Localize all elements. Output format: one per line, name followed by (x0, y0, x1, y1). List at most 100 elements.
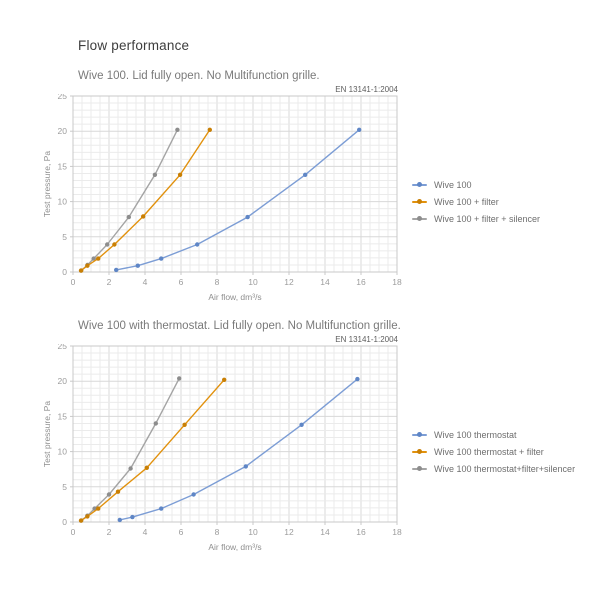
series-marker (130, 514, 135, 520)
plot-svg: 0 2 4 6 8 10 12 14 16 18 0 5 10 15 20 25 Air flow, dm³/s… (42, 94, 402, 302)
legend-label: Wive 100 thermostat+filter+silencer (434, 463, 576, 474)
y-tick-label: 25 (58, 344, 68, 351)
legend-item: Wive 100 + filter + silencer (412, 210, 540, 227)
chart-subtitle: Wive 100 with thermostat. Lid fully open… (78, 320, 401, 332)
series-marker (299, 422, 304, 427)
standard-label: EN 13141-1:2004 (335, 335, 398, 344)
series-marker (85, 514, 90, 519)
legend-dot-icon (417, 449, 422, 454)
series-marker (207, 127, 212, 132)
plot-border (72, 95, 398, 273)
x-tick-label: 12 (284, 277, 294, 287)
series-marker (115, 489, 121, 494)
legend: Wive 100 thermostat Wive 100 thermostat +… (412, 426, 575, 477)
y-tick-label: 0 (62, 517, 67, 527)
series-marker (355, 376, 360, 382)
series-marker (195, 242, 200, 247)
series-marker (175, 127, 180, 132)
standard-label: EN 13141-1:2004 (335, 85, 398, 94)
series-marker (128, 466, 133, 471)
x-tick-label: 8 (215, 527, 220, 537)
plot-svg: 0 2 4 6 8 10 12 14 16 18 0 5 10 15 20 25 Air flow, dm³/s… (42, 344, 402, 552)
series-marker (96, 506, 101, 511)
series-marker (91, 256, 96, 261)
series-marker (144, 465, 149, 470)
legend-item: Wive 100 thermostat+filter+silencer (412, 460, 575, 477)
y-tick-label: 0 (62, 267, 67, 277)
y-tick-label: 15 (58, 411, 68, 421)
series-marker (117, 517, 123, 523)
series-marker (245, 214, 250, 220)
series-marker (159, 506, 164, 511)
y-axis-label: Test pressure, Pa (42, 401, 52, 467)
chart-wive100: Wive 100. Lid fully open. No Multifuncti… (0, 62, 600, 312)
y-tick-label: 15 (58, 161, 68, 171)
legend-marker-icon (412, 182, 427, 187)
legend-label: Wive 100 thermostat + filter (434, 446, 544, 457)
page-title: Flow performance (78, 38, 190, 53)
series-line (115, 129, 360, 271)
legend-label: Wive 100 thermostat (434, 429, 517, 440)
x-tick-label: 8 (215, 277, 220, 287)
series-marker (153, 421, 158, 426)
x-tick-label: 10 (248, 527, 258, 537)
series-marker (159, 256, 164, 261)
legend-label: Wive 100 + filter (434, 196, 499, 207)
series-line (80, 377, 180, 522)
x-tick-label: 14 (320, 527, 330, 537)
legend-dot-icon (417, 182, 422, 187)
series-marker (177, 376, 182, 381)
x-tick-label: 4 (143, 277, 148, 287)
legend-item: Wive 100 thermostat (412, 426, 575, 443)
x-axis-label: Air flow, dm³/s (208, 292, 261, 302)
y-tick-label: 25 (58, 94, 68, 101)
series-marker (126, 214, 131, 220)
legend-marker-icon (412, 199, 427, 204)
legend-item: Wive 100 thermostat + filter (412, 443, 575, 460)
x-tick-label: 6 (179, 277, 184, 287)
x-tick-label: 16 (356, 277, 366, 287)
legend-dot-icon (417, 216, 422, 221)
x-tick-label: 18 (392, 527, 402, 537)
chart-subtitle: Wive 100. Lid fully open. No Multifuncti… (78, 70, 320, 82)
series-line (80, 379, 225, 522)
series-marker (303, 172, 308, 177)
legend-dot-icon (417, 432, 422, 437)
x-tick-label: 16 (356, 527, 366, 537)
y-tick-label: 20 (58, 126, 68, 136)
x-tick-label: 18 (392, 277, 402, 287)
legend-marker-icon (412, 216, 427, 221)
series-marker (222, 377, 227, 382)
x-tick-label: 6 (179, 527, 184, 537)
legend-item: Wive 100 (412, 176, 540, 193)
legend: Wive 100 Wive 100 + filter Wive 100 + filt… (412, 176, 540, 227)
x-tick-label: 2 (107, 277, 112, 287)
x-tick-label: 0 (71, 527, 76, 537)
y-tick-label: 5 (62, 232, 67, 242)
series-line (119, 378, 359, 521)
series-marker (112, 242, 117, 247)
chart-wive100-thermostat: Wive 100 with thermostat. Lid fully open… (0, 312, 600, 562)
legend-item: Wive 100 + filter (412, 193, 540, 210)
series-marker (357, 127, 362, 132)
legend-label: Wive 100 (434, 179, 472, 190)
x-tick-label: 10 (248, 277, 258, 287)
series-marker (114, 267, 119, 273)
series-marker (105, 242, 110, 247)
legend-marker-icon (412, 466, 427, 471)
y-axis-label: Test pressure, Pa (42, 151, 52, 217)
legend-marker-icon (412, 432, 427, 437)
series-marker (243, 464, 248, 469)
series-marker (182, 422, 187, 427)
plot-border (72, 345, 398, 523)
series-marker (78, 518, 84, 523)
series-marker (135, 263, 140, 268)
y-tick-label: 20 (58, 376, 68, 386)
legend-marker-icon (412, 449, 427, 454)
y-tick-label: 10 (58, 447, 68, 457)
x-tick-label: 4 (143, 527, 148, 537)
x-tick-label: 0 (71, 277, 76, 287)
series-marker (177, 172, 183, 177)
y-tick-label: 10 (58, 197, 68, 207)
series-marker (152, 172, 158, 177)
